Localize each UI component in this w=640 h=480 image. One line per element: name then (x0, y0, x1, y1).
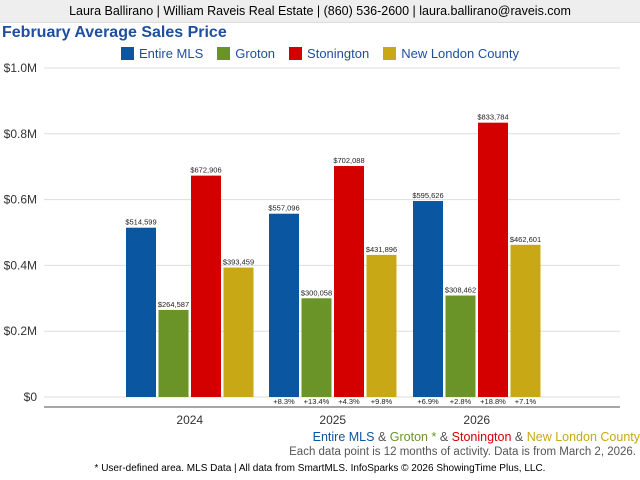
legend-label: Stonington (307, 45, 370, 61)
data-label: $264,587 (158, 300, 189, 309)
change-label: +18.8% (480, 397, 506, 406)
y-tick-label: $0.4M (4, 258, 37, 272)
bar-groton[interactable] (158, 309, 189, 397)
y-tick-label: $0.8M (4, 127, 37, 141)
y-tick-label: $1.0M (4, 61, 37, 75)
legend-swatch-groton (217, 46, 231, 60)
bar-new-london-county[interactable] (510, 244, 541, 397)
change-label: +8.3% (273, 397, 295, 406)
bar-groton[interactable] (445, 295, 476, 397)
chart-title: February Average Sales Price (2, 24, 227, 41)
legend-item-new-london-county[interactable]: New London County (383, 44, 519, 62)
bar-entire-mls[interactable] (126, 227, 156, 397)
y-tick-label: $0.2M (4, 324, 37, 338)
footer-credits: * User-defined area. MLS Data | All data… (94, 463, 546, 474)
bar-new-london-county[interactable] (223, 267, 254, 397)
legend-swatch-new-london-county (383, 46, 397, 60)
bar-stonington[interactable] (478, 122, 508, 398)
data-label: $514,599 (125, 218, 156, 227)
legend-label: New London County (401, 45, 520, 61)
bar-stonington[interactable] (191, 175, 221, 397)
legend-label: Groton (235, 45, 276, 61)
subtitle-entire-mls: Entire MLS (312, 430, 375, 444)
data-label: $431,896 (366, 245, 397, 254)
legend-swatch-stonington (289, 46, 303, 60)
legend-label: Entire MLS (138, 45, 204, 61)
subtitle-stonington: Stonington (451, 430, 512, 444)
series-subtitle: Entire MLS & Groton * & Stonington & New… (313, 430, 640, 444)
data-label: $308,462 (445, 286, 476, 295)
data-label: $300,058 (301, 288, 332, 297)
legend-item-entire-mls[interactable]: Entire MLS (120, 44, 204, 62)
subtitle-groton: Groton * (389, 430, 437, 444)
legend-item-stonington[interactable]: Stonington (289, 44, 369, 62)
change-label: +7.1% (515, 397, 537, 406)
legend: Entire MLS Groton Stonington New London … (0, 44, 640, 62)
x-tick-label: 2025 (319, 413, 346, 427)
data-label: $595,626 (412, 191, 443, 200)
y-tick-label: $0.6M (4, 193, 37, 207)
x-tick-label: 2024 (176, 413, 203, 427)
data-label: $702,088 (333, 156, 364, 165)
bar-new-london-county[interactable] (366, 254, 397, 397)
data-label: $462,601 (510, 235, 541, 244)
subtitle-sep: & (374, 430, 390, 444)
legend-item-groton[interactable]: Groton (217, 44, 275, 62)
subtitle-sep: & (511, 430, 527, 444)
data-label: $557,096 (268, 204, 299, 213)
data-label: $833,784 (477, 113, 508, 122)
y-tick-label: $0 (24, 390, 38, 404)
change-label: +2.8% (450, 397, 472, 406)
bar-entire-mls[interactable] (269, 213, 299, 397)
change-label: +13.4% (304, 397, 330, 406)
subtitle-sep: & (436, 430, 452, 444)
change-label: +9.8% (371, 397, 393, 406)
change-label: +6.9% (417, 397, 439, 406)
contact-header: Laura Ballirano | William Raveis Real Es… (0, 0, 640, 23)
bar-entire-mls[interactable] (413, 201, 443, 397)
change-label: +4.3% (338, 397, 360, 406)
bar-groton[interactable] (301, 298, 332, 397)
legend-swatch-entire-mls (120, 46, 134, 60)
data-label: $672,906 (190, 166, 221, 175)
data-label: $393,459 (223, 258, 254, 267)
bar-stonington[interactable] (334, 166, 364, 397)
data-note: Each data point is 12 months of activity… (289, 446, 636, 458)
x-tick-label: 2026 (463, 413, 490, 427)
subtitle-new-london-county: New London County (526, 430, 640, 444)
